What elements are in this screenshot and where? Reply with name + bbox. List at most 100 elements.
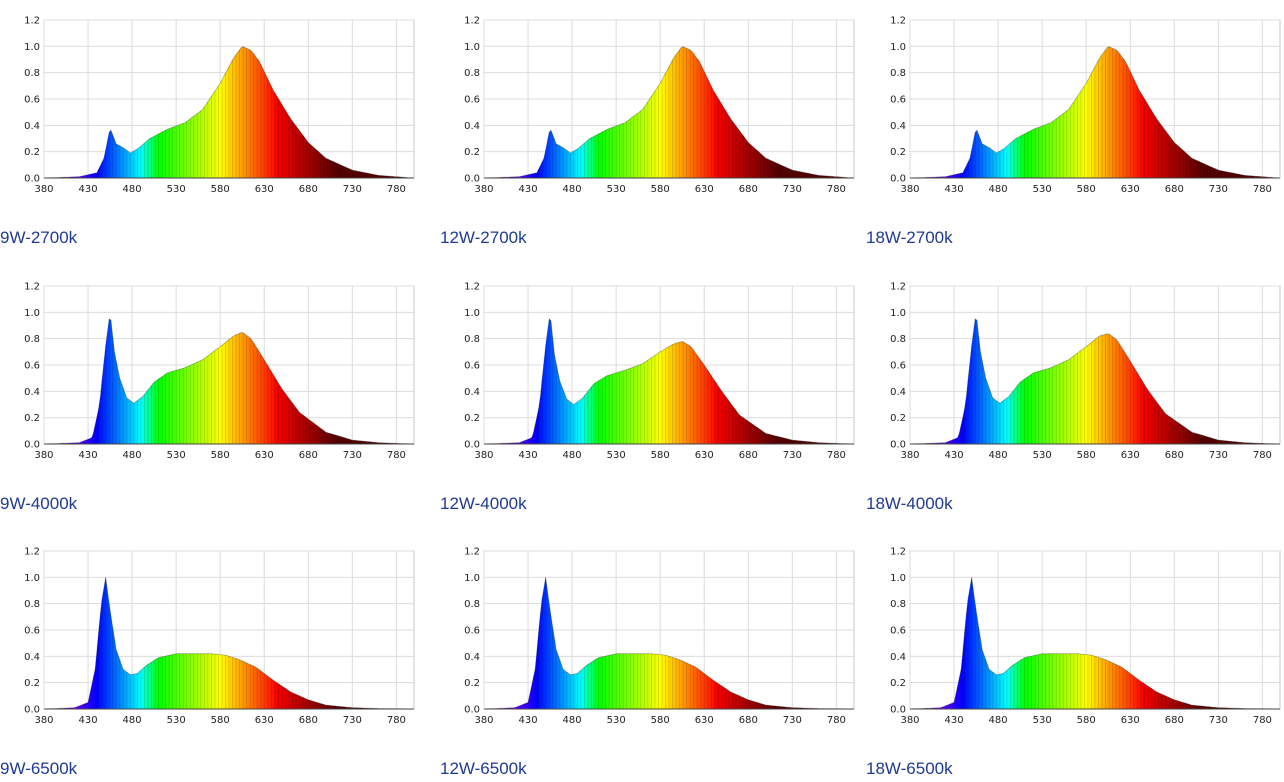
x-tick-label: 630: [695, 184, 714, 195]
spectrum-outline: [909, 318, 1281, 445]
x-tick-label: 630: [695, 715, 714, 726]
spectrum-bars: [950, 46, 1254, 178]
y-tick-label: 0.2: [890, 147, 906, 158]
chart-caption: 12W-6500k: [440, 759, 527, 778]
y-tick-label: 0.8: [464, 334, 480, 345]
x-tick-label: 530: [167, 184, 186, 195]
x-tick-label: 530: [1033, 184, 1052, 195]
spectrum-bars: [943, 577, 1212, 709]
y-tick-label: 0.2: [24, 678, 40, 689]
y-tick-label: 1.2: [890, 282, 906, 293]
y-tick-label: 0.8: [24, 599, 40, 610]
x-tick-label: 780: [827, 715, 846, 726]
y-tick-label: 0.2: [890, 678, 906, 689]
y-tick-label: 1.2: [464, 16, 480, 27]
y-tick-label: 1.2: [24, 16, 40, 27]
spectrum-bars: [520, 318, 811, 444]
x-tick-label: 430: [945, 450, 964, 461]
x-tick-label: 530: [167, 715, 186, 726]
x-tick-label: 780: [387, 715, 406, 726]
x-tick-label: 480: [989, 184, 1008, 195]
x-tick-label: 730: [1209, 715, 1228, 726]
spectrum-chart: 380 430 480 530 580 630 680 730 780 0.0 0.2 0.4 0.6 0…: [24, 282, 415, 461]
x-tick-label: 630: [1121, 715, 1140, 726]
spectrum-area: [484, 577, 854, 709]
chart-caption: 12W-2700k: [440, 228, 527, 247]
x-tick-label: 380: [34, 715, 53, 726]
panel-12w-2700k: 380 430 480 530 580 630 680 730 780 0.0 0.2 0.4 0.6 0…: [440, 10, 860, 247]
panel-9w-4000k: 380 430 480 530 580 630 680 730 780 0.0 0.2 0.4 0.6 0…: [0, 276, 420, 513]
y-tick-label: 0.6: [24, 626, 40, 637]
x-tick-label: 630: [255, 184, 274, 195]
x-tick-label: 530: [167, 450, 186, 461]
x-tick-label: 530: [607, 715, 626, 726]
spectrum-outline: [483, 577, 854, 710]
spectrum-chart: 380 430 480 530 580 630 680 730 780 0.0 0.2 0.4 0.6 0…: [464, 16, 855, 195]
x-tick-label: 380: [474, 184, 493, 195]
y-tick-label: 1.0: [464, 308, 480, 319]
x-tick-label: 730: [1209, 450, 1228, 461]
y-tick-label: 0.6: [890, 95, 906, 106]
x-tick-label: 380: [900, 184, 919, 195]
x-tick-label: 580: [211, 184, 230, 195]
y-tick-label: 1.0: [890, 573, 906, 584]
x-tick-label: 430: [79, 450, 98, 461]
spectrum-outline: [43, 577, 414, 710]
x-tick-label: 430: [945, 184, 964, 195]
x-tick-label: 780: [1253, 450, 1272, 461]
spectrum-chart: 380 430 480 530 580 630 680 730 780 0.0 0.2 0.4 0.6 0…: [24, 16, 415, 195]
y-tick-label: 0.8: [464, 68, 480, 79]
x-tick-label: 680: [739, 450, 758, 461]
chart-caption: 9W-2700k: [0, 228, 78, 247]
chart-caption: 9W-6500k: [0, 759, 78, 778]
x-tick-label: 580: [1077, 450, 1096, 461]
y-tick-label: 0.2: [24, 147, 40, 158]
x-tick-label: 480: [563, 715, 582, 726]
y-tick-label: 0.4: [464, 387, 480, 398]
x-tick-label: 680: [299, 184, 318, 195]
panel-18w-4000k: 380 430 480 530 580 630 680 730 780 0.0 0.2 0.4 0.6 0…: [866, 276, 1284, 513]
y-tick-label: 0.8: [890, 68, 906, 79]
x-tick-label: 780: [1253, 184, 1272, 195]
x-tick-label: 680: [1165, 715, 1184, 726]
spectrum-outline: [909, 46, 1281, 179]
y-tick-label: 0.6: [890, 626, 906, 637]
y-tick-label: 0.6: [890, 361, 906, 372]
y-tick-label: 0.4: [890, 652, 906, 663]
spectrum-area: [44, 46, 414, 179]
x-tick-label: 630: [1121, 450, 1140, 461]
chart-caption: 12W-4000k: [440, 494, 527, 513]
x-tick-label: 680: [299, 715, 318, 726]
spectrum-chart: 380 430 480 530 580 630 680 730 780 0.0 0.2 0.4 0.6 0…: [24, 547, 415, 726]
chart-caption: 9W-4000k: [0, 494, 78, 513]
x-tick-label: 430: [945, 715, 964, 726]
x-tick-label: 580: [651, 184, 670, 195]
spectrum-area: [44, 318, 414, 444]
y-tick-label: 0.8: [24, 68, 40, 79]
y-tick-label: 0.0: [890, 174, 906, 185]
y-tick-label: 0.2: [464, 678, 480, 689]
x-tick-label: 480: [989, 450, 1008, 461]
x-tick-label: 680: [739, 715, 758, 726]
y-tick-label: 1.2: [24, 547, 40, 558]
x-tick-label: 730: [343, 184, 362, 195]
x-tick-label: 630: [1121, 184, 1140, 195]
x-tick-label: 530: [607, 184, 626, 195]
x-tick-label: 730: [1209, 184, 1228, 195]
x-tick-label: 730: [343, 450, 362, 461]
y-tick-label: 1.2: [890, 16, 906, 27]
y-tick-label: 0.8: [464, 599, 480, 610]
y-tick-label: 0.6: [24, 361, 40, 372]
y-tick-label: 0.2: [464, 413, 480, 424]
y-tick-label: 0.2: [464, 147, 480, 158]
x-tick-label: 580: [211, 715, 230, 726]
x-tick-label: 530: [607, 450, 626, 461]
spectrum-bars: [77, 577, 346, 709]
chart-caption: 18W-2700k: [866, 228, 953, 247]
spectrum-bars: [84, 46, 388, 178]
spectrum-area: [44, 577, 414, 709]
x-tick-label: 480: [563, 184, 582, 195]
spectrum-area: [910, 46, 1280, 179]
spectrum-chart: 380 430 480 530 580 630 680 730 780 0.0 0.2 0.4 0.6 0…: [890, 16, 1281, 195]
x-tick-label: 580: [651, 715, 670, 726]
